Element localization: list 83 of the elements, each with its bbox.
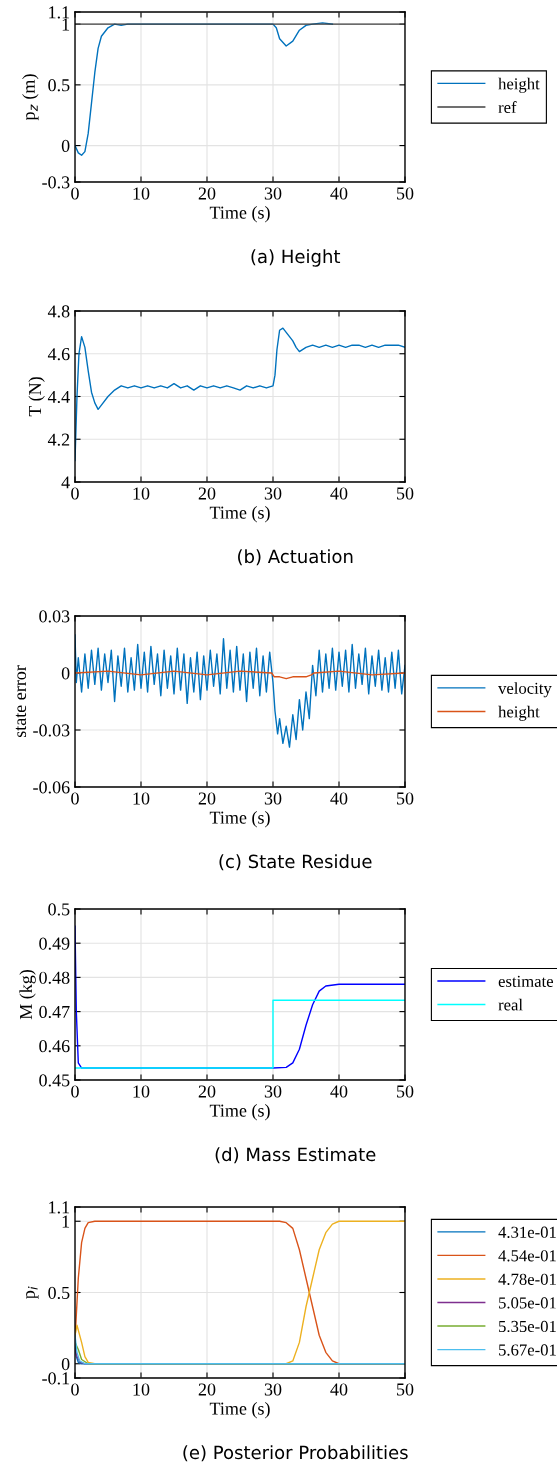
x-tick-label: 10 — [133, 1085, 150, 1098]
y-tick-label: 0.46 — [39, 1040, 70, 1053]
legend-label: 5.05e-01 — [499, 1297, 556, 1309]
x-tick-label: 50 — [397, 487, 414, 500]
text: (c) State Residue — [219, 854, 372, 871]
legend-label: 4.78e-01 — [498, 1273, 556, 1286]
y-axis-title: state error — [15, 665, 27, 738]
legend-label: 5.67e-01 — [499, 1344, 556, 1356]
x-tick-label: 20 — [198, 1383, 216, 1396]
text: (b) Actuation — [238, 549, 353, 566]
y-tick-label: -0.1 — [42, 1372, 70, 1385]
x-tick-label: 20 — [198, 1085, 216, 1098]
legend-label: 5.35e-01 — [499, 1320, 556, 1333]
y-tick-label: 1.1 — [49, 6, 70, 19]
y-tick-label: 4.8 — [47, 305, 70, 318]
x-tick-label: 40 — [330, 792, 348, 805]
x-tick-label: 0 — [71, 792, 79, 805]
y-axis-title: p$_{i}$ — [26, 1286, 39, 1299]
y-tick-label: 0.45 — [39, 1074, 70, 1087]
y-tick-label: -0.03 — [33, 724, 70, 737]
x-tick-label: 40 — [330, 1085, 348, 1098]
x-axis-title: Time (s) — [209, 206, 270, 223]
legend-label: height — [498, 705, 540, 721]
y-tick-label: 0.47 — [39, 1005, 70, 1019]
y-tick-label: 4.2 — [47, 433, 70, 446]
text: (e) Posterior Probabilities — [183, 1445, 408, 1462]
y-tick-label: 0 — [61, 667, 70, 680]
x-tick-label: 10 — [133, 1383, 150, 1396]
y-tick-label: 0.49 — [39, 937, 70, 950]
x-axis-title: Time (s) — [209, 506, 270, 523]
x-tick-label: 30 — [264, 792, 282, 805]
x-axis-title: Time (s) — [209, 811, 270, 828]
y-tick-label: 0.03 — [39, 610, 70, 623]
x-tick-label: 10 — [133, 487, 150, 500]
legend-label: real — [498, 998, 523, 1011]
legend-label: estimate — [498, 975, 554, 987]
x-tick-label: 50 — [397, 187, 414, 200]
x-tick-label: 40 — [330, 1383, 348, 1396]
x-tick-label: 40 — [330, 187, 348, 200]
legend-label: velocity — [498, 682, 552, 698]
y-tick-label: 4.4 — [47, 390, 70, 404]
x-tick-label: 50 — [397, 1383, 414, 1396]
x-tick-label: 50 — [397, 792, 414, 805]
y-tick-label: 0.5 — [48, 79, 70, 92]
x-tick-label: 0 — [71, 187, 79, 200]
y-tick-label: 0.5 — [48, 1286, 70, 1300]
y-tick-label: -0.06 — [33, 781, 70, 794]
text: (d) Mass Estimate — [215, 1147, 376, 1164]
x-tick-label: 20 — [198, 792, 216, 805]
x-tick-label: 30 — [264, 1085, 282, 1098]
x-tick-label: 30 — [264, 1383, 282, 1396]
y-axis-title: M (kg) — [19, 969, 36, 1020]
y-axis-title: p$_{z}$ (m) — [22, 74, 39, 121]
x-tick-label: 0 — [71, 487, 79, 500]
x-tick-label: 30 — [264, 487, 282, 500]
y-tick-label: 1.1 — [49, 1201, 70, 1214]
y-tick-label: 1 — [62, 1215, 70, 1228]
x-axis-title: Time (s) — [209, 1104, 270, 1121]
x-tick-label: 10 — [133, 187, 150, 200]
y-tick-label: 0.5 — [48, 903, 70, 916]
legend-label: 4.54e-01 — [498, 1250, 556, 1262]
x-tick-label: 0 — [71, 1383, 79, 1396]
y-tick-label: 0 — [61, 1358, 70, 1371]
line-series — [75, 670, 405, 680]
text: (a) Height — [251, 249, 341, 267]
y-tick-label: 0 — [61, 139, 70, 153]
y-tick-label: 1 — [62, 18, 70, 31]
y-tick-label: 0.48 — [39, 971, 70, 984]
x-axis-title: Time (s) — [209, 1402, 270, 1419]
legend-label: ref — [498, 101, 517, 114]
y-tick-label: -0.3 — [42, 176, 70, 189]
x-tick-label: 50 — [397, 1085, 414, 1098]
x-tick-label: 30 — [264, 187, 282, 200]
x-tick-label: 40 — [330, 487, 348, 500]
x-tick-label: 20 — [198, 187, 216, 200]
y-tick-label: 4 — [61, 476, 70, 489]
x-tick-label: 0 — [71, 1085, 79, 1098]
x-tick-label: 10 — [133, 792, 150, 805]
legend-label: 4.31e-01 — [498, 1226, 556, 1238]
y-axis-title: T (N) — [28, 377, 45, 417]
legend-label: height — [498, 77, 540, 93]
x-tick-label: 20 — [198, 487, 216, 500]
y-tick-label: 4.6 — [47, 348, 70, 361]
